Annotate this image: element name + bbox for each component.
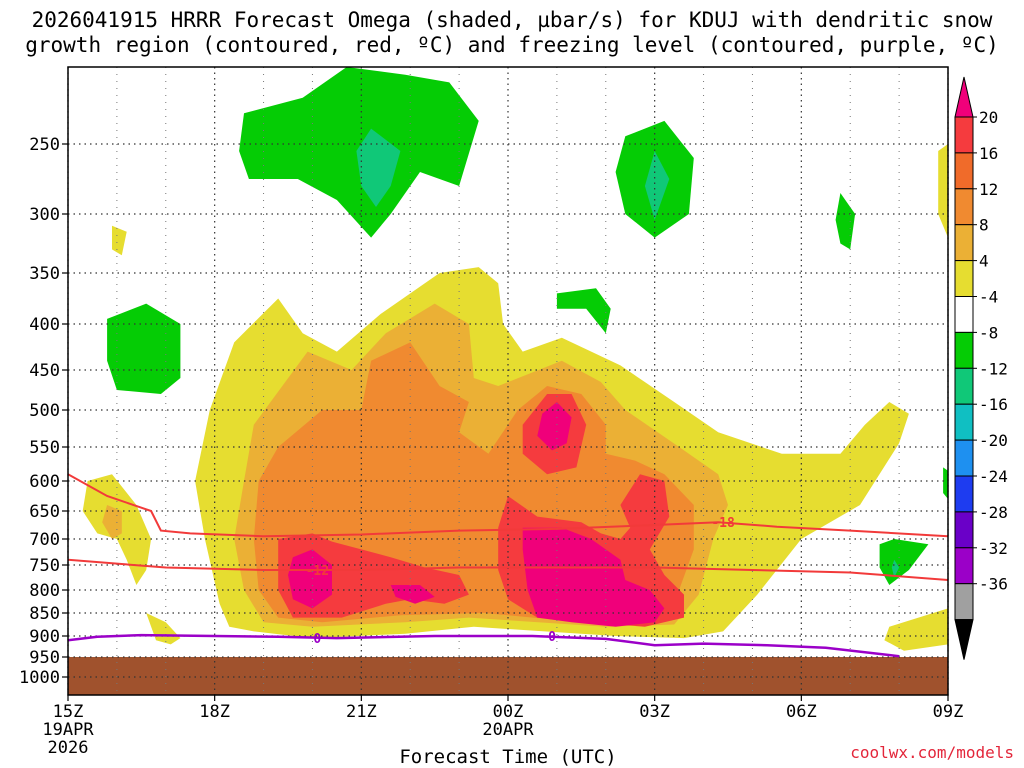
omega-region-20-24 [390,585,435,604]
colorbar-cell [954,367,974,405]
credit-text: coolwx.com/models [850,743,1014,762]
freezing-level-contour [68,633,900,658]
omega-region-4-10 [112,225,127,256]
y-axis: 250 300 350 400 450 500 550 600 650 700 750 800 850 9… [19,135,68,688]
omega-region-20-22 [537,402,572,451]
x-tick-label: 06Z [786,702,817,722]
y-tick-label: 800 [29,581,60,601]
colorbar-label: -4 [979,288,998,307]
omega-region-8-17 [102,505,122,539]
colorbar-cell [954,331,974,369]
colorbar-legend: 20 16 12 8 4 -4 -8 -12 -16 -20 -24 -28 -32 -36 [954,76,1008,660]
colorbar-cell [954,224,974,262]
omega-region--8-8 [891,559,900,578]
y-tick-label: 700 [29,530,60,550]
colorbar-label: -12 [979,359,1008,378]
y-tick-label: 950 [29,648,60,668]
chart-title-line-2: growth region (contoured, red, ºC) and f… [25,33,999,57]
x-tick-label: 09Z [933,702,964,722]
colorbar-label: 12 [979,180,998,199]
omega-region-20-23 [288,549,332,609]
dgz-contour--12 [68,558,948,581]
colorbar-cell [954,296,974,333]
x-tick-label: 15Z [53,702,84,722]
colorbar-label: 20 [979,108,998,127]
colorbar-label: 16 [979,144,998,163]
y-tick-label: 250 [29,135,60,155]
omega-region--4-6 [556,288,611,334]
x-tick-label: 21Z [346,702,377,722]
y-tick-label: 550 [29,438,60,458]
y-tick-label: 850 [29,604,60,624]
colorbar-cell [954,583,974,621]
y-tick-label: 650 [29,502,60,522]
chart-title-line-1: 2026041915 HRRR Forecast Omega (shaded, … [31,8,993,32]
colorbar-label: 8 [979,216,989,235]
omega-region-20-25 [522,527,665,627]
x-tick-label: 18Z [199,702,230,722]
colorbar-cell [954,152,974,190]
x-tick-label: 00Z [493,702,524,722]
omega-region--4-9 [943,467,948,499]
omega-region--4-7 [879,539,929,585]
y-tick-label: 600 [29,472,60,492]
colorbar-label: -8 [979,323,998,342]
freezing-label: 0 [548,630,556,645]
omega-region-4-14 [146,613,181,645]
y-tick-label: 500 [29,401,60,421]
colorbar-label: -28 [979,503,1008,522]
x-tick-sublabel: 2026 [48,738,89,758]
x-tick-label: 03Z [639,702,670,722]
colorbar-cell [954,260,974,298]
y-tick-label: 300 [29,205,60,225]
omega-region-4-15 [884,608,948,651]
colorbar-cell [954,116,974,154]
y-tick-label: 400 [29,315,60,335]
grid-layer [67,67,949,695]
omega-region--4-5 [107,303,181,394]
x-axis-label: Forecast Time (UTC) [399,746,616,768]
omega-region-4-11 [938,144,948,238]
dgz-contour--18 [68,473,948,538]
y-tick-label: 750 [29,556,60,576]
y-tick-label: 900 [29,627,60,647]
colorbar-label: -24 [979,467,1008,486]
colorbar-cell [954,511,974,549]
dgz-label: -18 [711,516,735,531]
y-tick-label: 1000 [19,668,60,688]
dgz-label: -12 [306,564,329,579]
colorbar-cell [954,547,974,585]
freezing-label: 0 [313,632,321,647]
omega-region--8-3 [644,151,670,220]
contour-layer: -12 -18 0 0 [68,473,948,658]
colorbar-bottom-triangle [954,619,974,660]
x-tick-sublabel: 19APR [42,720,94,740]
colorbar-label: -32 [979,539,1008,558]
colorbar-top-triangle [954,76,974,118]
colorbar-label: -16 [979,395,1008,414]
colorbar-cell [954,439,974,477]
colorbar-label: -36 [979,575,1008,594]
omega-shading-layer [82,67,948,651]
x-tick-sublabel: 20APR [482,720,534,740]
colorbar-cell [954,403,974,441]
y-tick-label: 450 [29,361,60,381]
colorbar-cell [954,188,974,226]
omega-region--4-4 [835,193,856,250]
colorbar-cell [954,475,974,513]
colorbar-label: 4 [979,252,989,271]
y-tick-label: 350 [29,264,60,284]
omega-region--8-1 [356,128,401,207]
colorbar-label: -20 [979,431,1008,450]
